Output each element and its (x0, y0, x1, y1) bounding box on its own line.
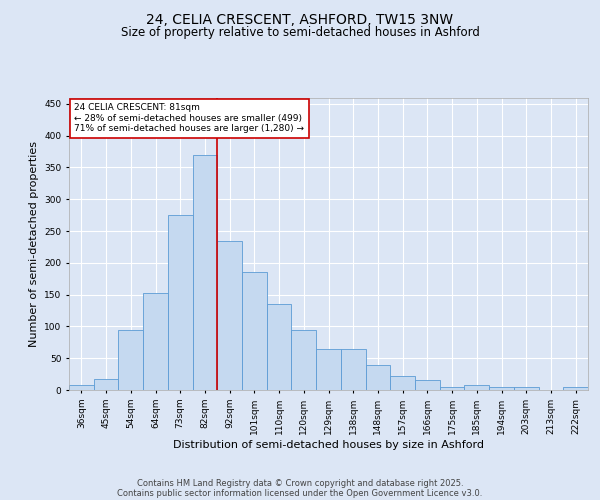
Bar (69, 385, 94, 390)
Bar (365, 364, 390, 390)
Text: 24, CELIA CRESCENT, ASHFORD, TW15 3NW: 24, CELIA CRESCENT, ASHFORD, TW15 3NW (146, 12, 454, 26)
Bar (292, 330, 316, 390)
Bar (464, 385, 489, 390)
Y-axis label: Number of semi-detached properties: Number of semi-detached properties (29, 141, 38, 347)
Bar (563, 387, 588, 390)
Bar (168, 215, 193, 390)
Bar (415, 380, 440, 390)
Bar (217, 240, 242, 390)
Bar (143, 294, 168, 390)
Bar (514, 387, 539, 390)
Bar (341, 348, 365, 390)
Bar (489, 387, 514, 390)
Bar (193, 154, 217, 390)
Bar (94, 379, 118, 390)
Bar (390, 376, 415, 390)
Text: Contains public sector information licensed under the Open Government Licence v3: Contains public sector information licen… (118, 488, 482, 498)
Text: 24 CELIA CRESCENT: 81sqm
← 28% of semi-detached houses are smaller (499)
71% of : 24 CELIA CRESCENT: 81sqm ← 28% of semi-d… (74, 104, 304, 133)
Bar (316, 348, 341, 390)
Text: Contains HM Land Registry data © Crown copyright and database right 2025.: Contains HM Land Registry data © Crown c… (137, 478, 463, 488)
Bar (242, 272, 267, 390)
Bar (267, 304, 292, 390)
X-axis label: Distribution of semi-detached houses by size in Ashford: Distribution of semi-detached houses by … (173, 440, 484, 450)
Bar (440, 387, 464, 390)
Bar (118, 330, 143, 390)
Text: Size of property relative to semi-detached houses in Ashford: Size of property relative to semi-detach… (121, 26, 479, 39)
